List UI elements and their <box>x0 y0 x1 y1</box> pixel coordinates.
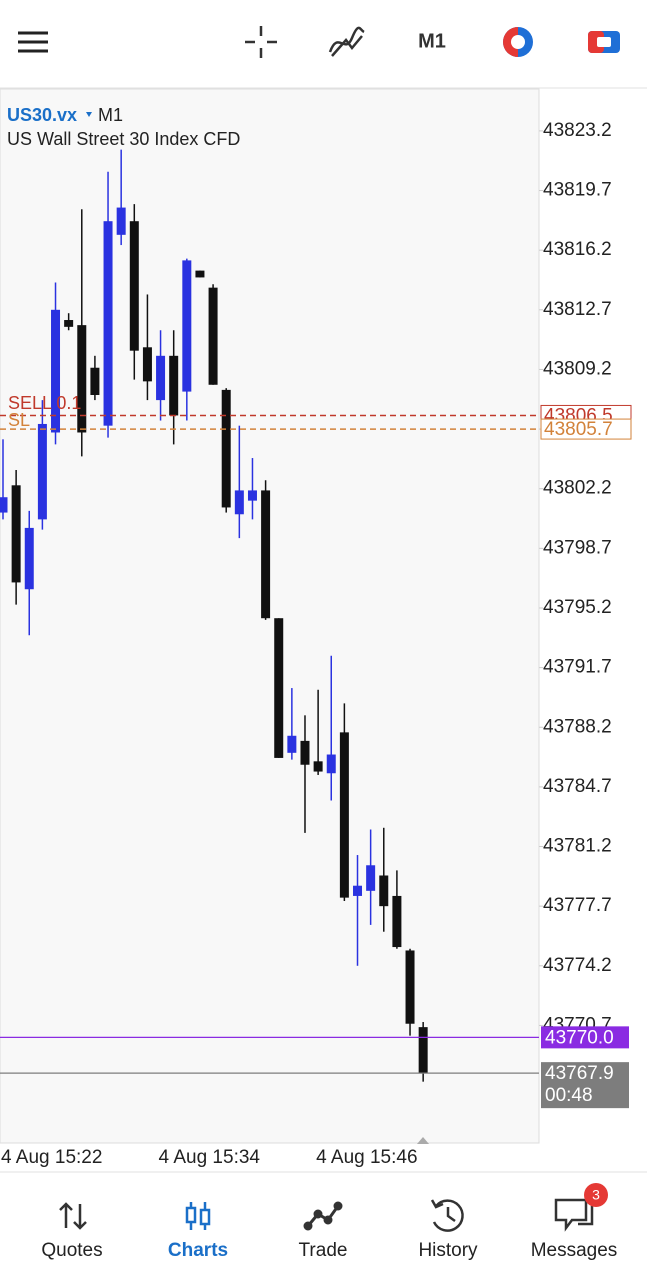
last-tag <box>541 1062 629 1109</box>
candle-body <box>169 355 179 416</box>
nav-item[interactable]: History <box>418 1240 478 1261</box>
plot <box>0 149 428 1082</box>
nav-item[interactable]: Messages <box>531 1240 618 1261</box>
candle-body <box>51 309 61 433</box>
timeframe-button[interactable]: M1 <box>418 30 446 52</box>
candle-body <box>287 735 297 753</box>
order-label: SELL 0.1 <box>8 393 81 413</box>
y-tick-label: 43802.2 <box>543 478 612 499</box>
indicators-button[interactable] <box>328 26 365 57</box>
candle-body <box>103 221 113 426</box>
candle-body <box>142 347 152 382</box>
candle-body <box>182 260 192 392</box>
y-tick-label: 43795.2 <box>543 597 612 618</box>
candle-body <box>300 740 310 765</box>
candle-body <box>0 497 8 513</box>
one-click-button[interactable] <box>588 31 620 53</box>
candle-body <box>37 423 47 520</box>
candle-body <box>24 527 34 590</box>
candle-body <box>274 618 284 758</box>
y-tick-label: 43812.7 <box>543 299 612 320</box>
badge-background <box>584 1183 608 1207</box>
nav-item[interactable]: Quotes <box>41 1240 102 1261</box>
scroll-marker <box>417 1137 429 1144</box>
y-tick-label: 43816.2 <box>543 239 612 260</box>
history-icon <box>430 1199 464 1232</box>
candle-body <box>156 355 166 401</box>
crosshair-button[interactable] <box>245 26 277 58</box>
charts-icon <box>185 1202 211 1230</box>
toolbar: M1 <box>0 26 647 89</box>
x-tick-label: 4 Aug 15:22 <box>1 1147 102 1168</box>
trade-button[interactable] <box>503 27 533 57</box>
symbol-dropdown[interactable] <box>86 112 92 117</box>
order-price: 43805.7 <box>544 419 613 440</box>
candle-body <box>90 367 100 395</box>
candle-body <box>247 490 257 501</box>
y-tick-label: 43791.7 <box>543 657 612 678</box>
candle-body <box>64 320 74 327</box>
trade-icon <box>303 1201 343 1231</box>
candle-body <box>339 732 349 898</box>
y-tick-label: 43784.7 <box>543 776 612 797</box>
y-tick-label: 43823.2 <box>543 120 612 141</box>
y-tick-label: 43809.2 <box>543 358 612 379</box>
bottom-nav: Quotes Charts Trade History Messages 3 <box>0 1171 647 1280</box>
y-tick-label: 43774.2 <box>543 955 612 976</box>
candle-body <box>77 325 87 433</box>
x-tick-label: 4 Aug 15:46 <box>316 1147 417 1168</box>
candle-body <box>129 221 139 351</box>
candle-body <box>261 490 271 619</box>
bar-timer: 00:48 <box>545 1085 593 1106</box>
candle-body <box>379 875 389 907</box>
candle-body <box>208 287 218 385</box>
messages-icon <box>554 1198 594 1232</box>
candle-body <box>326 754 336 774</box>
candle-body <box>195 270 205 278</box>
bid-tag <box>541 1026 629 1049</box>
candle-body <box>418 1027 428 1074</box>
last-price: 43767.9 <box>545 1063 614 1084</box>
candle-body <box>11 485 21 583</box>
candle-body <box>313 761 323 772</box>
nav-item[interactable]: Trade <box>299 1240 348 1261</box>
quotes-icon <box>59 1202 87 1230</box>
candle-body <box>392 895 402 948</box>
order-label: SL <box>8 410 30 430</box>
candle-body <box>366 865 376 891</box>
chart-timeframe: M1 <box>98 105 123 125</box>
x-tick-label: 4 Aug 15:34 <box>159 1147 261 1168</box>
order-tag <box>540 418 632 440</box>
menu-button[interactable] <box>18 31 48 53</box>
candle-body <box>234 490 244 515</box>
messages-badge: 3 <box>592 1187 600 1203</box>
nav-background <box>0 1172 647 1280</box>
y-tick-label: 43781.2 <box>543 836 612 857</box>
symbol[interactable]: US30.vx <box>7 105 77 125</box>
nav-item[interactable]: Charts <box>168 1240 228 1261</box>
bid-price: 43770.0 <box>545 1027 614 1048</box>
candle-body <box>353 885 363 896</box>
y-tick-label: 43798.7 <box>543 537 612 558</box>
symbol-description: US Wall Street 30 Index CFD <box>7 129 240 149</box>
y-tick-label: 43819.7 <box>543 180 612 201</box>
candle-body <box>221 389 231 508</box>
y-tick-label: 43777.7 <box>543 895 612 916</box>
y-tick-label: 43788.2 <box>543 716 612 737</box>
candle-body <box>405 950 415 1024</box>
candle-body <box>116 207 126 235</box>
